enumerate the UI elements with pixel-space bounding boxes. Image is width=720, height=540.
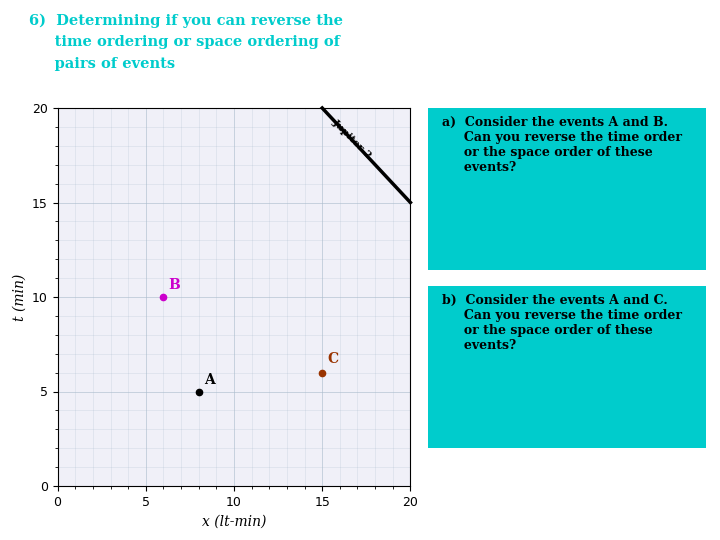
Text: b)  Consider the events A and C.
     Can you reverse the time order
     or the: b) Consider the events A and C. Can you … <box>442 294 683 352</box>
Text: Jupiter 2: Jupiter 2 <box>331 118 374 160</box>
Text: time ordering or space ordering of: time ordering or space ordering of <box>29 35 340 49</box>
Text: a)  Consider the events A and B.
     Can you reverse the time order
     or the: a) Consider the events A and B. Can you … <box>442 116 683 174</box>
Text: pairs of events: pairs of events <box>29 57 175 71</box>
Text: 6)  Determining if you can reverse the: 6) Determining if you can reverse the <box>29 14 343 28</box>
Y-axis label: t (min): t (min) <box>12 273 27 321</box>
Text: C: C <box>328 352 338 366</box>
X-axis label: x (lt-min): x (lt-min) <box>202 514 266 528</box>
Text: A: A <box>204 373 215 387</box>
Text: B: B <box>168 279 181 293</box>
